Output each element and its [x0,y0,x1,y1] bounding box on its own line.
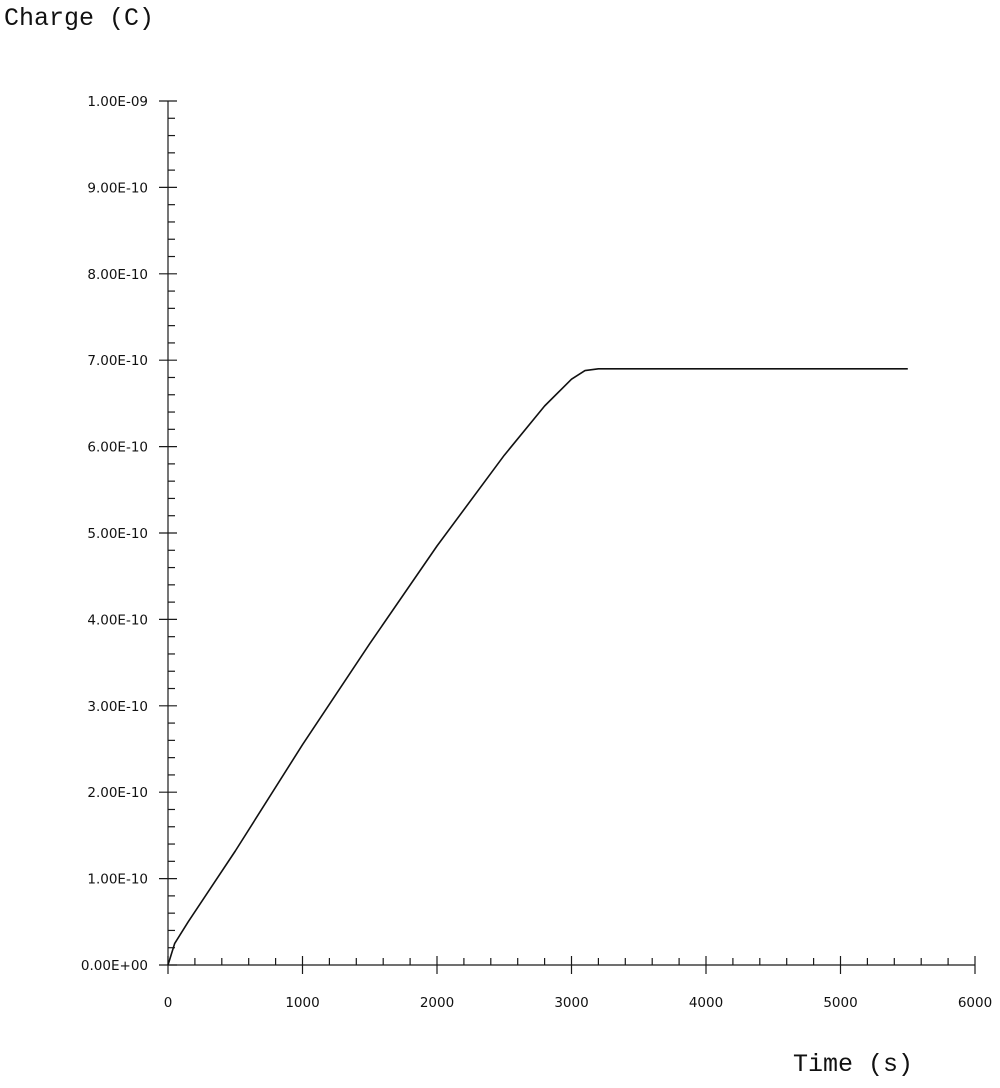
series-layer [167,367,908,966]
x-tick-label: 0 [164,995,173,1011]
y-axis-title: Charge (C) [4,4,155,33]
y-tick-label: 1.00E-09 [87,94,148,110]
x-tick-label: 2000 [420,995,454,1011]
x-tick-label: 6000 [958,995,992,1011]
ticks [159,100,976,974]
x-tick-label: 5000 [823,995,857,1011]
y-tick-label: 2.00E-10 [87,785,148,801]
x-tick-label: 1000 [285,995,319,1011]
y-tick-label: 1.00E-10 [87,872,148,888]
y-tick-label: 4.00E-10 [87,612,148,628]
y-tick-label: 7.00E-10 [87,353,148,369]
charge-series-line [167,367,908,966]
x-tick-label: 3000 [554,995,588,1011]
y-tick-label: 9.00E-10 [87,180,148,196]
axes [167,101,975,966]
y-tick-label: 5.00E-10 [87,526,148,542]
y-tick-label: 6.00E-10 [87,440,148,456]
x-tick-label: 4000 [689,995,723,1011]
tick-labels: 0.00E+00 1.00E-10 2.00E-10 3.00E-10 4.00E-10… [81,94,992,1011]
y-tick-label: 0.00E+00 [81,958,148,974]
y-tick-label: 3.00E-10 [87,699,148,715]
y-tick-label: 8.00E-10 [87,267,148,283]
x-axis-title: Time (s) [793,1050,914,1079]
